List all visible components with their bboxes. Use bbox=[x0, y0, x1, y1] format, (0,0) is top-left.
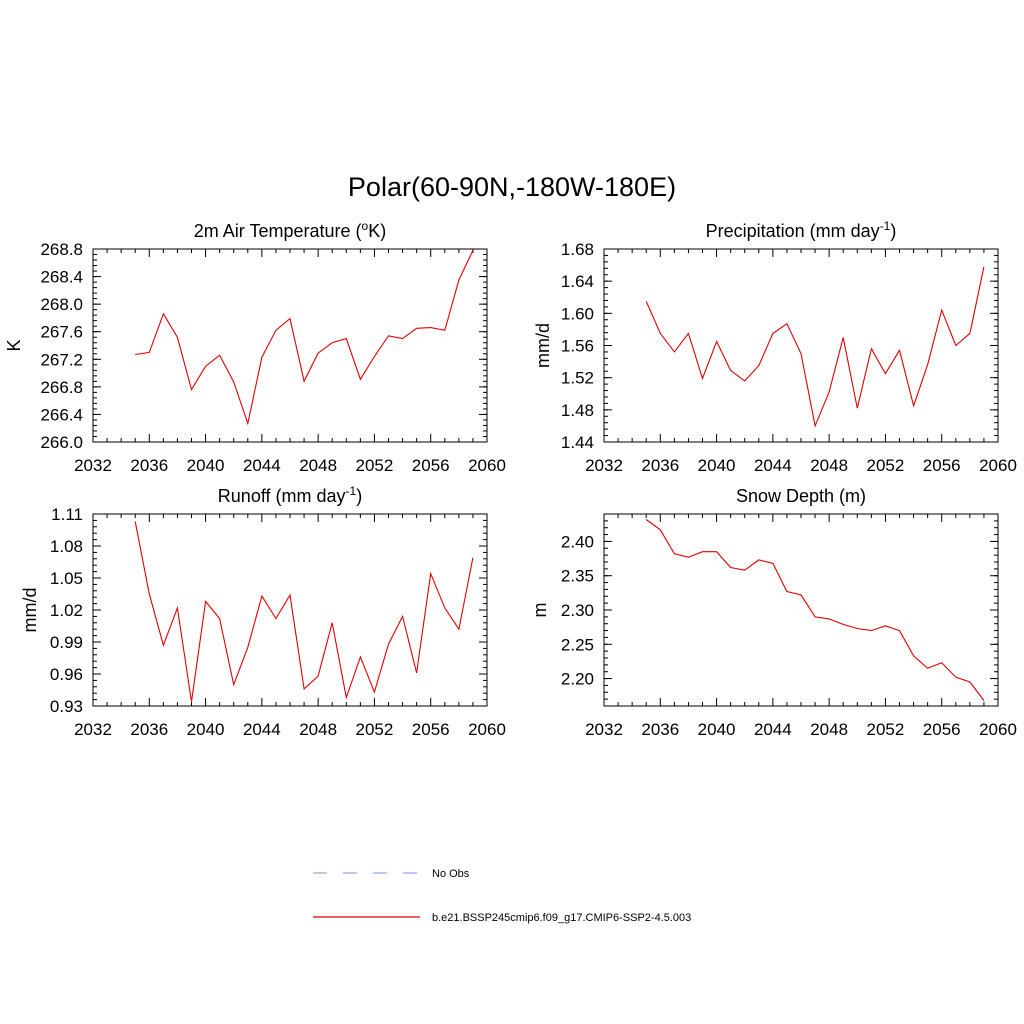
x-tick-label: 2032 bbox=[585, 720, 623, 739]
y-tick-label: 0.96 bbox=[50, 665, 83, 684]
y-tick-label: 268.0 bbox=[40, 295, 83, 314]
y-tick-label: 1.60 bbox=[561, 304, 594, 323]
chart-runoff: Runoff (mm day-1) mm/d 2032 2036 2040 2044 204… bbox=[20, 484, 506, 739]
y-tick-label: 2.40 bbox=[561, 532, 594, 551]
y-tick-label: 1.44 bbox=[561, 433, 594, 452]
legend-label-model: b.e21.BSSP245cmip6.f09_g17.CMIP6-SSP2-4.… bbox=[432, 912, 691, 924]
series-line-runoff bbox=[134, 521, 474, 702]
y-tick-label: 267.2 bbox=[40, 350, 83, 369]
x-tick-label: 2032 bbox=[74, 456, 112, 475]
x-tick-label: 2048 bbox=[810, 456, 848, 475]
x-tick-label: 2040 bbox=[698, 456, 736, 475]
y-tick-label: 1.11 bbox=[51, 505, 83, 524]
x-tick-label: 2052 bbox=[356, 720, 394, 739]
plot-frame bbox=[92, 513, 488, 707]
x-tick-label: 2060 bbox=[979, 456, 1017, 475]
y-tick-label: 268.8 bbox=[40, 240, 83, 259]
panel-title: Runoff (mm day-1) bbox=[218, 484, 362, 506]
x-tick-label: 2036 bbox=[641, 720, 679, 739]
x-tick-label: 2060 bbox=[468, 456, 506, 475]
y-tick-label: 0.93 bbox=[50, 697, 83, 716]
plot-frame bbox=[603, 248, 999, 443]
y-tick-label: 1.08 bbox=[50, 537, 83, 556]
x-tick-label: 2044 bbox=[754, 720, 792, 739]
panels: 2m Air Temperature (oK) K 2032 2036 2040 2044… bbox=[4, 219, 1017, 739]
chart-temperature: 2m Air Temperature (oK) K 2032 2036 2040 2044… bbox=[4, 219, 506, 475]
x-tick-label: 2056 bbox=[412, 720, 450, 739]
y-tick-label: 2.30 bbox=[561, 601, 594, 620]
y-tick-label: 1.02 bbox=[50, 601, 83, 620]
chart-precipitation: Precipitation (mm day-1) mm/d 2032 2036 2040… bbox=[533, 219, 1017, 475]
y-tick-label: 1.56 bbox=[561, 337, 594, 356]
x-tick-label: 2044 bbox=[243, 720, 281, 739]
panel-title: 2m Air Temperature (oK) bbox=[194, 219, 386, 241]
x-tick-label: 2056 bbox=[923, 456, 961, 475]
x-tick-label: 2040 bbox=[187, 720, 225, 739]
series-line-temperature bbox=[135, 250, 474, 426]
x-tick-label: 2060 bbox=[979, 720, 1017, 739]
y-tick-label: 267.6 bbox=[40, 323, 83, 342]
x-tick-label: 2032 bbox=[74, 720, 112, 739]
y-axis-label: K bbox=[4, 339, 24, 351]
chart-snow-depth: Snow Depth (m) m 2032 2036 2040 2044 2048 2052 2… bbox=[530, 486, 1017, 739]
y-tick-label: 268.4 bbox=[40, 268, 83, 287]
x-tick-label: 2060 bbox=[468, 720, 506, 739]
x-tick-label: 2036 bbox=[641, 456, 679, 475]
x-tick-label: 2048 bbox=[299, 456, 337, 475]
y-tick-label: 2.25 bbox=[561, 635, 594, 654]
x-tick-label: 2052 bbox=[356, 456, 394, 475]
y-tick-label: 266.0 bbox=[40, 433, 83, 452]
y-tick-label: 1.48 bbox=[561, 401, 594, 420]
panel-title: Snow Depth (m) bbox=[736, 486, 866, 506]
legend-label-no-obs: No Obs bbox=[432, 868, 470, 880]
series-line-snow-depth bbox=[645, 519, 985, 701]
x-tick-label: 2056 bbox=[412, 456, 450, 475]
panel-title: Precipitation (mm day-1) bbox=[706, 219, 897, 241]
y-tick-label: 2.35 bbox=[561, 567, 594, 586]
series-line-precipitation bbox=[645, 266, 985, 428]
x-tick-label: 2048 bbox=[299, 720, 337, 739]
y-tick-label: 1.52 bbox=[561, 369, 594, 388]
x-tick-label: 2052 bbox=[867, 720, 905, 739]
plot-frame bbox=[603, 513, 999, 707]
y-tick-label: 0.99 bbox=[50, 633, 83, 652]
x-tick-label: 2044 bbox=[243, 456, 281, 475]
x-tick-label: 2056 bbox=[923, 720, 961, 739]
legend: No Obs b.e21.BSSP245cmip6.f09_g17.CMIP6-… bbox=[313, 868, 691, 924]
x-tick-label: 2048 bbox=[810, 720, 848, 739]
y-tick-label: 266.4 bbox=[40, 405, 83, 424]
x-tick-label: 2044 bbox=[754, 456, 792, 475]
x-tick-label: 2032 bbox=[585, 456, 623, 475]
x-tick-label: 2040 bbox=[698, 720, 736, 739]
x-tick-label: 2052 bbox=[867, 456, 905, 475]
y-tick-label: 2.20 bbox=[561, 670, 594, 689]
y-axis-label: m bbox=[530, 603, 550, 618]
x-tick-label: 2036 bbox=[130, 720, 168, 739]
main-title: Polar(60-90N,-180W-180E) bbox=[348, 172, 676, 202]
y-tick-label: 1.68 bbox=[561, 240, 594, 259]
y-tick-label: 1.05 bbox=[50, 569, 83, 588]
y-axis-label: mm/d bbox=[533, 323, 553, 368]
y-tick-label: 1.64 bbox=[561, 272, 594, 291]
x-tick-label: 2040 bbox=[187, 456, 225, 475]
y-axis-label: mm/d bbox=[20, 588, 40, 633]
x-tick-label: 2036 bbox=[130, 456, 168, 475]
y-tick-label: 266.8 bbox=[40, 378, 83, 397]
